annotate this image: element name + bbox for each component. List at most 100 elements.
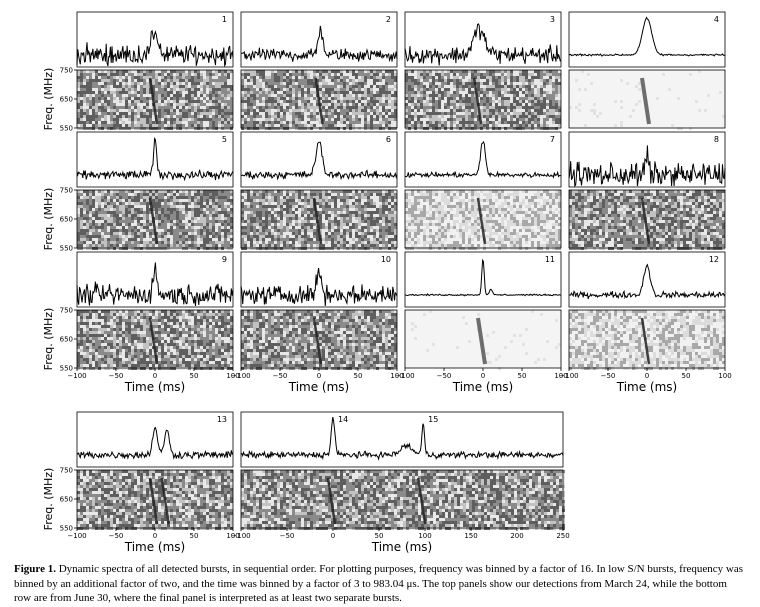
panel-1-noise-cell bbox=[86, 70, 89, 73]
panel-1-noise-cell bbox=[116, 118, 119, 121]
panel-4-noise-cell bbox=[689, 73, 692, 76]
panel-3-noise-cell bbox=[537, 124, 540, 127]
panel-2-noise-cell bbox=[307, 91, 310, 94]
panel-1-noise-cell bbox=[77, 97, 80, 100]
panel-6-noise-cell bbox=[283, 220, 286, 223]
panel-1-noise-cell bbox=[161, 73, 164, 76]
panel-6-noise-cell bbox=[385, 223, 388, 226]
panel-5-noise-cell bbox=[221, 241, 224, 244]
panel-5-noise-cell bbox=[230, 220, 233, 223]
panel-4-noise-cell bbox=[569, 106, 572, 109]
panel-5-noise-cell bbox=[218, 199, 221, 202]
panel-3-noise-cell bbox=[432, 127, 435, 130]
panel-1-noise-cell bbox=[80, 103, 83, 106]
panel-5-noise-cell bbox=[137, 220, 140, 223]
panel-5-noise-cell bbox=[200, 214, 203, 217]
panel-3-noise-cell bbox=[522, 118, 525, 121]
panel-6-noise-cell bbox=[391, 217, 394, 220]
panel-1-noise-cell bbox=[179, 70, 182, 73]
panel-5-noise-cell bbox=[89, 217, 92, 220]
panel-5-noise-cell bbox=[173, 208, 176, 211]
panel-6-noise-cell bbox=[247, 193, 250, 196]
panel-6-noise-cell bbox=[334, 190, 337, 193]
panel-2-noise-cell bbox=[391, 70, 394, 73]
panel-5-noise-cell bbox=[137, 193, 140, 196]
panel-2-noise-cell bbox=[346, 118, 349, 121]
panel-1-noise-cell bbox=[149, 70, 152, 73]
panel-3-noise-cell bbox=[504, 118, 507, 121]
panel-6-noise-cell bbox=[280, 190, 283, 193]
panel-2-noise-cell bbox=[280, 118, 283, 121]
panel-1-noise-cell bbox=[77, 115, 80, 118]
panel-5-noise-cell bbox=[119, 205, 122, 208]
panel-1-noise-cell bbox=[143, 97, 146, 100]
panel-2-noise-cell bbox=[337, 88, 340, 91]
panel-2-noise-cell bbox=[307, 121, 310, 124]
panel-5-noise-cell bbox=[98, 238, 101, 241]
panel-2-noise-cell bbox=[328, 106, 331, 109]
panel-1-noise-cell bbox=[140, 109, 143, 112]
panel-3-noise-cell bbox=[405, 91, 408, 94]
panel-3-noise-cell bbox=[519, 100, 522, 103]
panel-5-noise-cell bbox=[188, 247, 191, 250]
panel-6-noise-cell bbox=[361, 217, 364, 220]
panel-6-noise-cell bbox=[373, 196, 376, 199]
panel-3-noise-cell bbox=[432, 88, 435, 91]
panel-2-noise-cell bbox=[289, 124, 292, 127]
panel-5-noise-cell bbox=[137, 217, 140, 220]
panel-6-noise-cell bbox=[319, 208, 322, 211]
panel-1-noise-cell bbox=[227, 118, 230, 121]
panel-1-noise-cell bbox=[164, 70, 167, 73]
panel-2-noise-cell bbox=[298, 121, 301, 124]
panel-1-noise-cell bbox=[110, 127, 113, 130]
panel-5-noise-cell bbox=[155, 196, 158, 199]
panel-1-noise-cell bbox=[188, 82, 191, 85]
panel-1-noise-cell bbox=[146, 109, 149, 112]
panel-2-noise-cell bbox=[301, 70, 304, 73]
panel-2-noise-cell bbox=[253, 70, 256, 73]
panel-6-noise-cell bbox=[301, 229, 304, 232]
panel-1-noise-cell bbox=[104, 88, 107, 91]
panel-3-noise-cell bbox=[516, 109, 519, 112]
panel-1-noise-cell bbox=[212, 112, 215, 115]
panel-3-noise-cell bbox=[492, 127, 495, 130]
panel-1-noise-cell bbox=[188, 94, 191, 97]
panel-2-noise-cell bbox=[385, 115, 388, 118]
panel-5-noise-cell bbox=[89, 226, 92, 229]
panel-2-noise-cell bbox=[262, 97, 265, 100]
panel-4-noise-cell bbox=[620, 79, 623, 82]
panel-2-noise-cell bbox=[271, 70, 274, 73]
panel-3-noise-cell bbox=[486, 124, 489, 127]
panel-5-noise-cell bbox=[98, 190, 101, 193]
panel-5-noise-cell bbox=[128, 211, 131, 214]
panel-2-noise-cell bbox=[325, 82, 328, 85]
panel-2-noise-cell bbox=[367, 79, 370, 82]
panel-6-noise-cell bbox=[340, 202, 343, 205]
panel-6-noise-cell bbox=[271, 220, 274, 223]
panel-6-noise-cell bbox=[367, 211, 370, 214]
panel-3-noise-cell bbox=[483, 127, 486, 130]
panel-3-noise-cell bbox=[534, 97, 537, 100]
panel-2-noise-cell bbox=[286, 115, 289, 118]
panel-2-noise-cell bbox=[301, 97, 304, 100]
panel-6-noise-cell bbox=[376, 223, 379, 226]
panel-2-noise-cell bbox=[391, 109, 394, 112]
panel-5-noise-cell bbox=[122, 241, 125, 244]
panel-2-noise-cell bbox=[376, 97, 379, 100]
panel-2-noise-cell bbox=[328, 79, 331, 82]
panel-3-noise-cell bbox=[501, 79, 504, 82]
panel-2-noise-cell bbox=[274, 121, 277, 124]
panel-6-noise-cell bbox=[244, 220, 247, 223]
panel-3-noise-cell bbox=[555, 127, 558, 130]
panel-3-noise-cell bbox=[429, 70, 432, 73]
panel-5-noise-cell bbox=[137, 214, 140, 217]
panel-6-noise-cell bbox=[304, 229, 307, 232]
panel-2-noise-cell bbox=[319, 97, 322, 100]
panel-5-noise-cell bbox=[143, 244, 146, 247]
panel-5-noise-cell bbox=[140, 211, 143, 214]
panel-2-noise-cell bbox=[277, 127, 280, 130]
panel-2-noise-cell bbox=[343, 118, 346, 121]
panel-2-noise-cell bbox=[373, 103, 376, 106]
panel-2-noise-cell bbox=[298, 124, 301, 127]
panel-5-noise-cell bbox=[170, 217, 173, 220]
